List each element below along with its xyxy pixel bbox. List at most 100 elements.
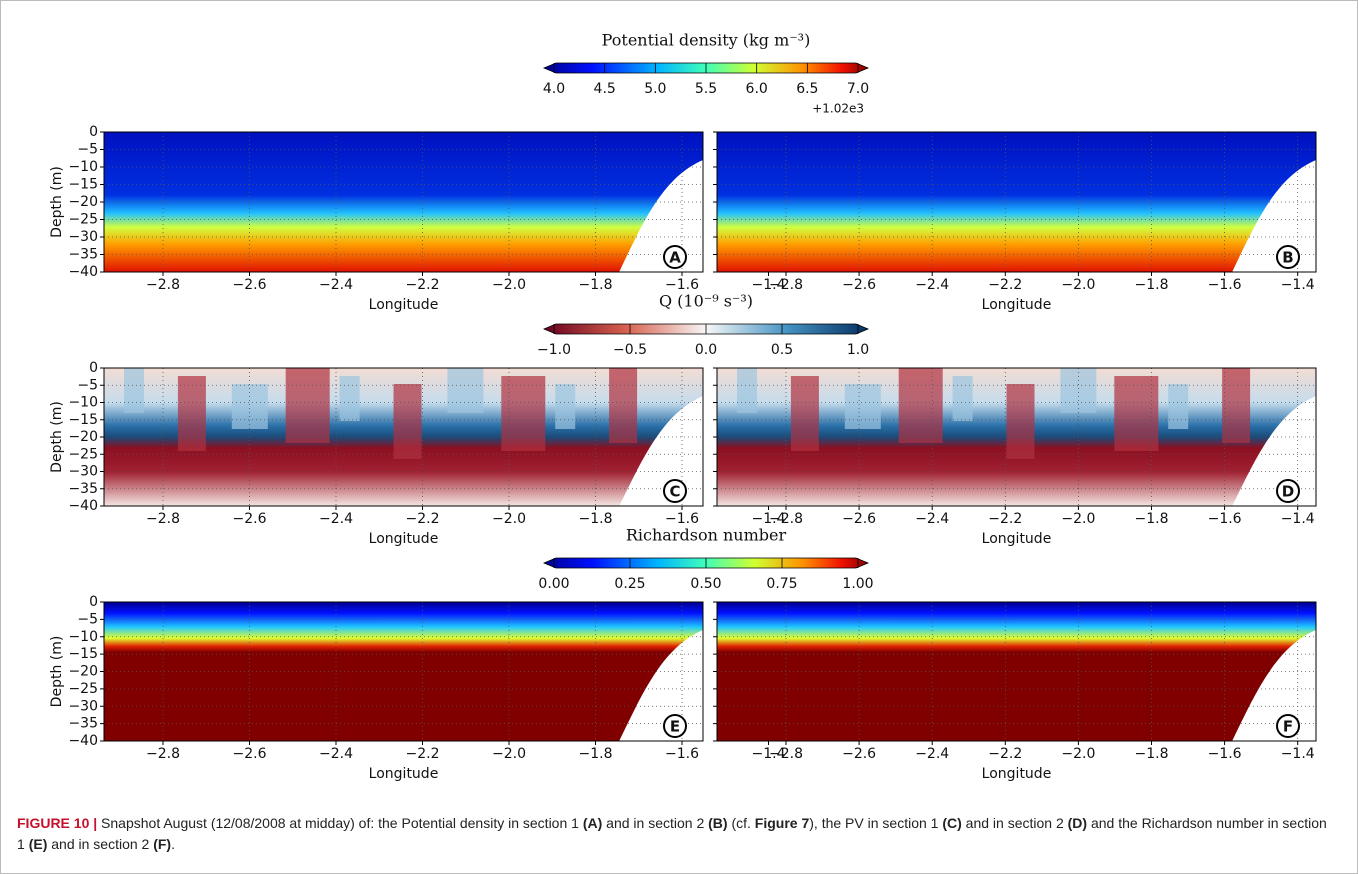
x-tick-label: −2.0 (1061, 277, 1095, 293)
x-tick-label: −1.8 (579, 746, 613, 762)
x-tick-label: −2.8 (769, 511, 803, 527)
panel-letter: A (669, 249, 681, 267)
caption-text: and in section 2 (961, 815, 1068, 831)
seafloor (1232, 630, 1316, 741)
heatmap-patch (1060, 368, 1097, 413)
y-tick-label: −30 (68, 698, 98, 714)
x-tick-label: −1.4 (752, 277, 786, 293)
x-tick-label: −1.8 (1135, 746, 1169, 762)
heatmap-patch (609, 368, 638, 443)
heatmap-patch (952, 376, 973, 421)
heatmap-patch (447, 368, 484, 413)
y-tick-label: −30 (68, 229, 98, 245)
y-tick-label: −25 (68, 446, 98, 462)
panel-badge (663, 245, 687, 269)
y-tick-label: −25 (68, 212, 98, 228)
y-tick-label: −15 (68, 177, 98, 193)
y-tick-label: −20 (68, 429, 98, 445)
x-tick-label: −1.4 (752, 511, 786, 527)
x-axis-label: Longitude (982, 297, 1052, 313)
y-tick-label: −20 (68, 194, 98, 210)
panel-letter: C (669, 483, 680, 501)
x-tick-label: −2.8 (146, 277, 180, 293)
caption-text: Snapshot August (12/08/2008 at midday) o… (97, 815, 583, 831)
seafloor (619, 396, 703, 506)
x-tick-label: −1.4 (1281, 277, 1315, 293)
x-tick-label: −1.6 (665, 511, 699, 527)
caption-ref: Figure 7 (754, 815, 810, 831)
x-tick-label: −1.8 (1135, 277, 1169, 293)
heatmap-patch (1114, 376, 1159, 451)
x-tick-label: −2.2 (988, 511, 1022, 527)
x-tick-label: −2.2 (406, 511, 440, 527)
colorbar-tick-label: 0.0 (695, 342, 717, 358)
caption-text: (cf. (727, 815, 755, 831)
y-axis-label: Depth (m) (49, 401, 65, 473)
x-tick-label: −2.6 (233, 277, 267, 293)
colorbar-tick-label: 7.0 (847, 81, 869, 97)
caption-text: ), the PV in section 1 (809, 815, 943, 831)
panel-frame (103, 131, 704, 273)
x-tick-label: −2.0 (1061, 511, 1095, 527)
x-tick-label: −2.6 (842, 746, 876, 762)
seafloor (619, 630, 703, 741)
y-tick-label: −20 (68, 664, 98, 680)
heatmap-patch (124, 368, 144, 413)
panel-frame (716, 131, 1317, 273)
x-tick-label: −2.0 (492, 746, 526, 762)
x-tick-label: −1.8 (579, 277, 613, 293)
colorbar-tick-label: 1.00 (842, 576, 873, 592)
colorbar-tick-label: 4.5 (594, 81, 616, 97)
caption-text: . (171, 836, 175, 852)
x-axis-label: Longitude (982, 766, 1052, 782)
seafloor (1232, 396, 1316, 506)
heatmap-patch (501, 376, 546, 451)
x-axis-label: Longitude (982, 531, 1052, 547)
heatmap (717, 602, 1316, 741)
colorbar-tick-label: −0.5 (613, 342, 647, 358)
caption: FIGURE 10 | Snapshot August (12/08/2008 … (17, 813, 1337, 855)
panel-badge (1276, 479, 1300, 503)
colorbar-tick-label: −1.0 (537, 342, 571, 358)
figure-plots: Potential density (kg m⁻³) 4.0 4.5 5.0 5.5 6.… (49, 31, 1317, 782)
heatmap-patch (844, 384, 881, 429)
colorbar-tick-label: 0.25 (614, 576, 645, 592)
x-tick-label: −2.0 (492, 511, 526, 527)
caption-ref: (D) (1067, 815, 1088, 831)
x-tick-label: −2.6 (233, 746, 267, 762)
heatmap-patch (285, 368, 330, 443)
heatmap-patch (898, 368, 943, 443)
y-tick-label: −40 (68, 733, 98, 749)
y-tick-label: −15 (68, 646, 98, 662)
colorbar-tick-label: 1.0 (847, 342, 869, 358)
panel-badge (1276, 714, 1300, 738)
panel-badge (1276, 245, 1300, 269)
heatmap-patch (790, 376, 819, 451)
caption-ref: (F) (153, 836, 172, 852)
heatmap-patch (1222, 368, 1251, 443)
x-tick-label: −2.2 (988, 746, 1022, 762)
seafloor (1232, 160, 1316, 272)
y-tick-label: 0 (89, 360, 98, 376)
x-tick-label: −2.4 (915, 511, 949, 527)
heatmap-patch (393, 384, 422, 459)
y-tick-label: −25 (68, 681, 98, 697)
panel-frame (716, 367, 1317, 507)
x-tick-label: −2.2 (406, 746, 440, 762)
heatmap (104, 602, 703, 741)
y-tick-label: −5 (77, 377, 98, 393)
x-tick-label: −1.6 (665, 277, 699, 293)
caption-text: and the Richardson number in section 1 (17, 815, 1327, 852)
panel-badge (663, 714, 687, 738)
colorbar-tick-label: 6.5 (796, 81, 818, 97)
y-tick-label: −30 (68, 464, 98, 480)
colorbar-title: Richardson number (626, 526, 787, 545)
y-tick-label: −40 (68, 264, 98, 280)
heatmap (717, 132, 1316, 272)
colorbar-tick-label: 5.5 (695, 81, 717, 97)
x-tick-label: −1.6 (1208, 511, 1242, 527)
heatmap-patch (1006, 384, 1035, 459)
panel-badge (663, 479, 687, 503)
panel-letter: F (1283, 718, 1293, 736)
x-tick-label: −2.2 (406, 277, 440, 293)
